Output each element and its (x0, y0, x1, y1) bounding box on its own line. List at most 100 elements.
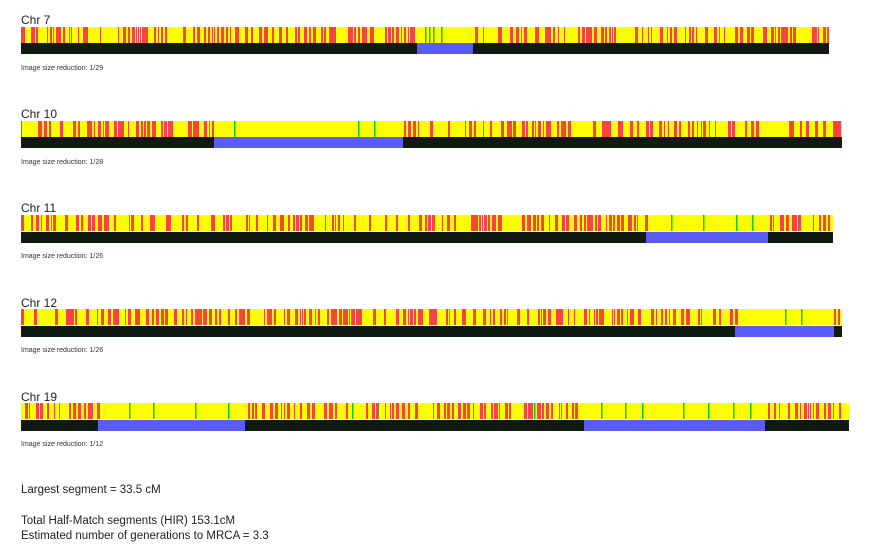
mismatch-mark (808, 403, 809, 419)
mismatch-mark (463, 403, 465, 419)
mismatch-mark (405, 121, 406, 137)
mismatch-mark (563, 215, 565, 231)
mismatch-mark (497, 403, 498, 419)
full-match-mark (752, 215, 754, 231)
mismatch-mark (408, 215, 410, 231)
mismatch-mark (31, 27, 32, 43)
mismatch-mark (834, 309, 836, 325)
mismatch-mark (114, 215, 116, 231)
mismatch-mark (483, 27, 484, 43)
mismatch-mark (98, 215, 99, 231)
mismatch-mark (274, 309, 276, 325)
full-match-mark (425, 27, 427, 43)
full-match-mark (429, 27, 431, 43)
mismatch-mark (351, 309, 354, 325)
mismatch-mark (354, 27, 356, 43)
mismatch-mark (561, 309, 563, 325)
mismatch-mark (60, 121, 63, 137)
mismatch-mark (330, 403, 333, 419)
mismatch-mark (183, 27, 186, 43)
mismatch-mark (432, 309, 434, 325)
mismatch-mark (123, 27, 126, 43)
mismatch-mark (335, 27, 336, 43)
mismatch-mark (621, 309, 623, 325)
mismatch-mark (833, 121, 836, 137)
mismatch-mark (302, 309, 303, 325)
mismatch-mark (401, 27, 402, 43)
mismatch-mark (764, 27, 767, 43)
mismatch-mark (267, 215, 268, 231)
mismatch-mark (396, 27, 399, 43)
mismatch-mark (288, 215, 290, 231)
mismatch-mark (703, 121, 706, 137)
mismatch-mark (211, 215, 212, 231)
mismatch-mark (262, 403, 265, 419)
mismatch-mark (73, 403, 76, 419)
mismatch-mark (287, 403, 290, 419)
mismatch-mark (635, 27, 638, 43)
mismatch-mark (42, 403, 43, 419)
mismatch-mark (199, 309, 202, 325)
full-match-mark (750, 403, 752, 419)
mismatch-mark (596, 309, 598, 325)
mismatch-mark (143, 27, 145, 43)
mismatch-mark (810, 403, 811, 419)
full-match-mark (433, 27, 435, 43)
full-match-mark (534, 403, 536, 419)
mismatch-mark (595, 215, 597, 231)
mismatch-mark (256, 403, 257, 419)
mismatch-mark (76, 215, 77, 231)
full-match-mark (234, 121, 236, 137)
mismatch-mark (531, 403, 533, 419)
mismatch-mark (449, 309, 450, 325)
generations-to-mrca-text: Estimated number of generations to MRCA … (21, 530, 269, 542)
mismatch-mark (510, 27, 513, 43)
mismatch-mark (609, 215, 612, 231)
mismatch-mark (186, 309, 187, 325)
mismatch-mark (563, 121, 564, 137)
mismatch-mark (735, 27, 738, 43)
mismatch-mark (535, 121, 536, 137)
mismatch-mark (249, 215, 250, 231)
mismatch-mark (618, 121, 621, 137)
mismatch-mark (166, 215, 168, 231)
mismatch-mark (54, 403, 55, 419)
mismatch-mark (669, 309, 670, 325)
mismatch-mark (388, 27, 391, 43)
mismatch-mark (781, 215, 783, 231)
mismatch-mark (491, 403, 493, 419)
mismatch-mark (77, 215, 79, 231)
mismatch-mark (541, 309, 542, 325)
mismatch-mark (509, 403, 511, 419)
mismatch-mark (182, 215, 184, 231)
mismatch-mark (235, 27, 236, 43)
mismatch-mark (294, 403, 295, 419)
mismatch-mark (156, 309, 159, 325)
mismatch-mark (85, 27, 88, 43)
mismatch-mark (251, 27, 253, 43)
mismatch-mark (295, 27, 297, 43)
mismatch-mark (69, 309, 72, 325)
mismatch-mark (284, 309, 285, 325)
mismatch-mark (161, 27, 163, 43)
mismatch-mark (69, 403, 71, 419)
mismatch-mark (191, 309, 193, 325)
mismatch-mark (144, 121, 146, 137)
mismatch-mark (612, 309, 613, 325)
mismatch-mark (36, 215, 39, 231)
mismatch-mark (480, 403, 483, 419)
mismatch-mark (365, 27, 366, 43)
mismatch-mark (715, 121, 716, 137)
mismatch-mark (301, 403, 302, 419)
mismatch-mark (32, 27, 35, 43)
mismatch-mark (697, 121, 698, 137)
mismatch-mark (561, 403, 562, 419)
mismatch-mark (521, 27, 522, 43)
mismatch-mark (796, 215, 797, 231)
mismatch-mark (404, 121, 405, 137)
mismatch-mark (437, 403, 440, 419)
mismatch-mark (642, 27, 643, 43)
mismatch-mark (454, 215, 456, 231)
mismatch-mark (209, 309, 212, 325)
mismatch-mark (768, 403, 770, 419)
